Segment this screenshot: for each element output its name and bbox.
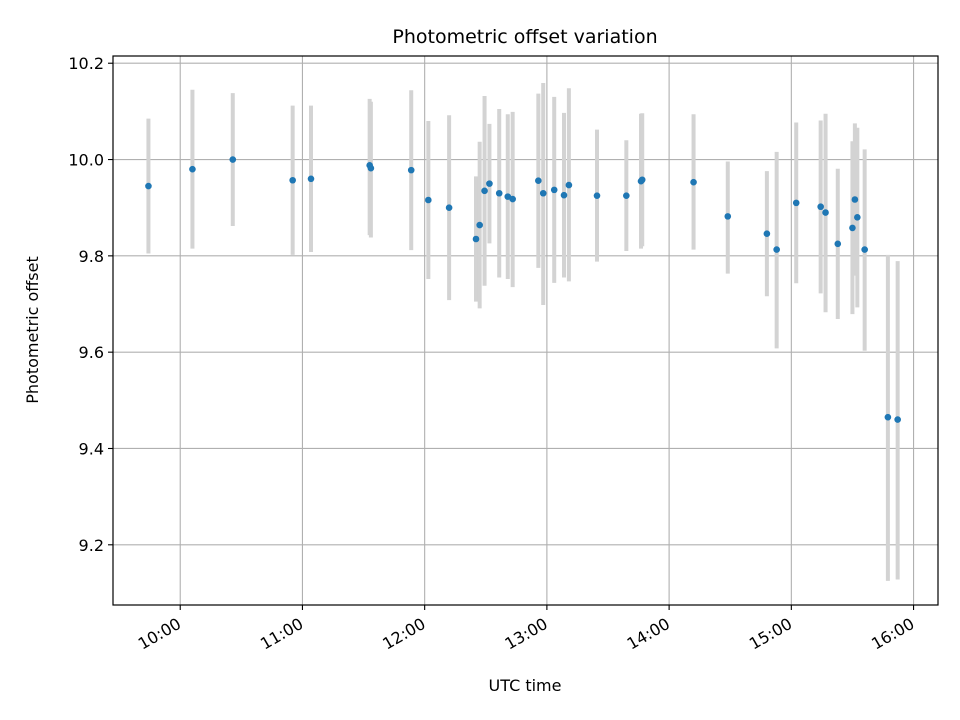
data-point [884,413,892,421]
y-axis-label: Photometric offset [23,256,42,404]
data-point [851,196,859,203]
data-point [792,199,800,207]
data-point [481,187,488,195]
y-axis-ticks: 9.2 9.4 9.6 9.8 10.0 10.2 [68,54,113,555]
y-tick-label: 10.0 [68,151,104,170]
data-point [849,224,856,232]
data-point [425,196,432,204]
data-point [763,230,771,238]
data-point [565,181,573,189]
data-point [289,176,296,184]
data-point [822,209,829,216]
data-point [535,177,542,185]
data-points [145,156,901,423]
data-point [690,178,697,186]
x-axis-label: UTC time [489,676,562,695]
data-point [724,213,732,220]
data-point [145,182,152,190]
data-point [445,204,453,211]
data-point [894,416,901,423]
plot-frame [112,55,939,606]
data-point [550,186,558,194]
data-point [834,240,842,248]
chart-title: Photometric offset variation [392,26,657,48]
data-point [593,192,601,199]
data-point [472,235,480,243]
y-tick-label: 9.8 [79,247,104,266]
data-point [307,175,315,183]
y-tick-label: 9.6 [79,343,104,362]
data-point [817,203,824,211]
data-point [773,246,780,253]
data-point [495,189,503,197]
y-tick-label: 9.2 [79,536,104,555]
data-point [504,193,512,200]
data-point [367,164,375,172]
grid [113,56,938,605]
data-point [486,180,493,187]
data-point [476,221,483,229]
data-point [407,166,415,174]
data-point [560,191,568,199]
data-point [854,214,861,221]
y-tick-label: 9.4 [79,439,104,458]
y-tick-label: 10.2 [68,54,104,73]
data-point [539,189,547,197]
data-point [189,165,196,173]
data-point [509,195,516,203]
data-point [638,176,646,184]
data-point [861,246,868,253]
data-point [623,192,630,199]
data-point [229,156,237,163]
plot-area [113,56,938,605]
